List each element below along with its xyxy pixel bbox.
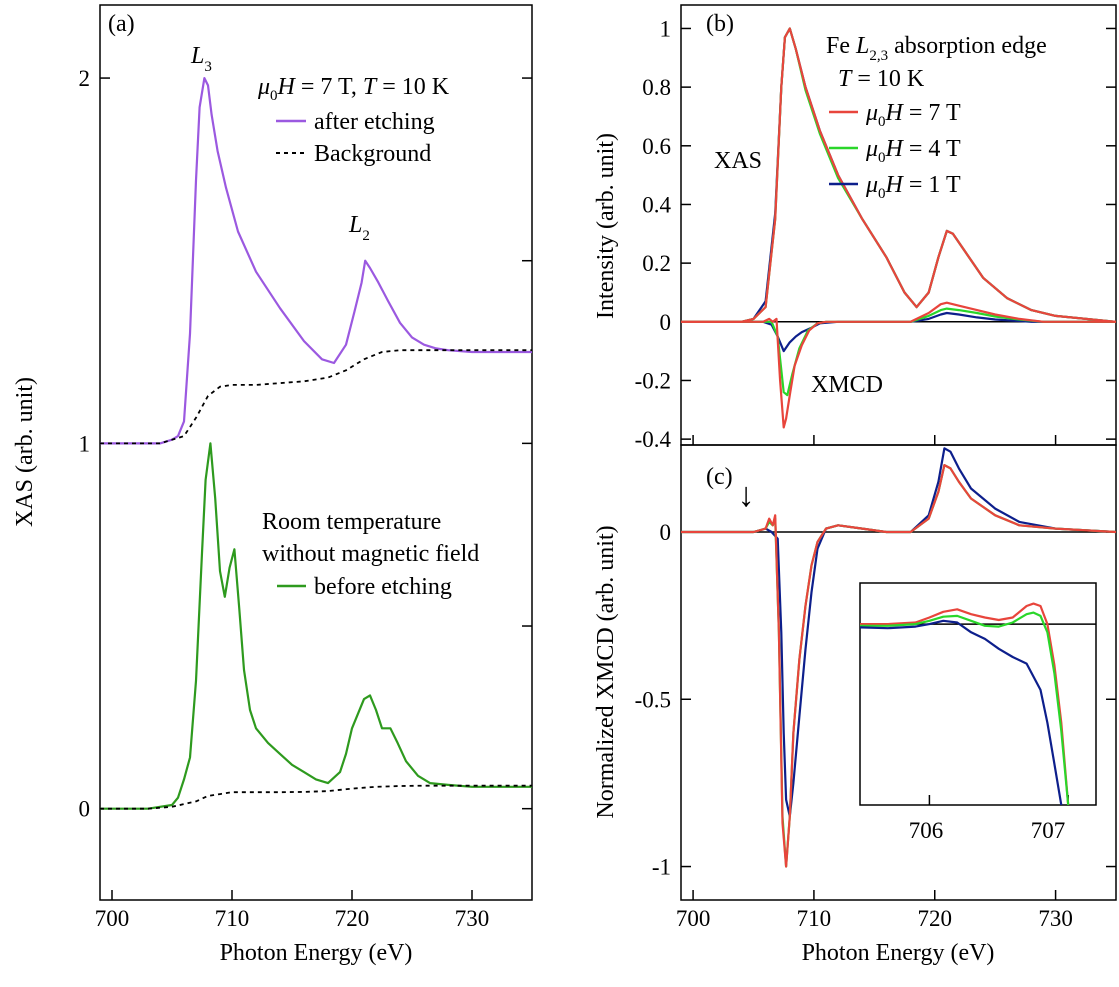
series-inset-7-t — [860, 602, 1070, 805]
legend-background-label: Background — [314, 141, 431, 167]
panel-c-series — [681, 447, 1117, 868]
panel-a-ylabel: XAS (arb. unit) — [12, 377, 38, 527]
ytick-label-0-8: 0.8 — [642, 75, 671, 100]
legend-1t-label: μ0H = 1 T — [865, 172, 961, 202]
l2-label: L2 — [348, 212, 370, 244]
xtick-label-700: 700 — [676, 906, 711, 931]
panel-b-ticks: -0.4 -0.2 0 0.2 0.4 0.6 0.8 1 — [635, 16, 1116, 452]
series-b-xmcd-7-t — [681, 301, 1116, 429]
ytick-label-0-2: 0.2 — [642, 251, 671, 276]
series-b-xmcd-1-t — [681, 311, 1116, 353]
ytick-label-1: -1 — [652, 855, 671, 880]
panel-a-ticks: 700 710 720 730 0 1 2 — [79, 66, 532, 931]
arrow-marker: ↓ — [738, 477, 755, 514]
panel-b-label: (b) — [706, 11, 734, 37]
legend-1t: μ0H = 1 T — [829, 172, 961, 202]
legend-before-etching-label: before etching — [314, 574, 452, 600]
panel-b: -0.4 -0.2 0 0.2 0.4 0.6 0.8 1 (b) Fe L2,3 absor… — [593, 4, 1117, 452]
panel-a-frame — [99, 4, 533, 901]
ytick-label-2: 2 — [79, 66, 91, 91]
ytick-label-0-2: -0.2 — [635, 368, 671, 393]
legend-7t: μ0H = 7 T — [829, 100, 961, 130]
inset-plot-area — [860, 602, 1096, 805]
xtick-label-720: 720 — [335, 906, 370, 931]
xtick-label-700: 700 — [95, 906, 130, 931]
series-inset-1-t — [860, 619, 1063, 805]
absorption-edge-label: Fe L2,3 absorption edge — [826, 33, 1047, 64]
xmcd-annotation: XMCD — [811, 372, 883, 398]
xas-annotation: XAS — [714, 148, 762, 174]
panel-c-frame — [680, 444, 1117, 901]
ytick-label-0: 0 — [660, 520, 672, 545]
series-a-2-before-etching — [100, 442, 532, 810]
panel-a-xlabel: Photon Energy (eV) — [220, 940, 413, 966]
xtick-label-730: 730 — [455, 906, 490, 931]
inset-series — [860, 602, 1096, 805]
series-a-1-background — [100, 349, 532, 445]
legend-4t: μ0H = 4 T — [829, 136, 961, 166]
ytick-label-0: 0 — [79, 797, 91, 822]
series-a-0-after-etching — [100, 76, 532, 445]
panel-a-label: (a) — [108, 11, 135, 37]
no-field-label: without magnetic field — [262, 541, 479, 567]
ytick-label-1: 1 — [79, 431, 91, 456]
legend-4t-label: μ0H = 4 T — [865, 136, 961, 166]
panel-a-series — [100, 76, 532, 810]
temperature-label: T = 10 K — [838, 66, 925, 92]
ytick-label-0: 0 — [660, 310, 672, 335]
series-c-7-t — [681, 464, 1117, 868]
xtick-label-720: 720 — [918, 906, 953, 931]
panel-c: 700 710 720 730 -1 -0.5 0 (c) ↓ 706 707 Photon… — [593, 444, 1117, 966]
xtick-label-710: 710 — [215, 906, 250, 931]
panel-c-ylabel: Normalized XMCD (arb. unit) — [593, 525, 619, 818]
series-b-xas-7-t — [681, 27, 1117, 323]
condition-label: μ0H = 7 T, T = 10 K — [257, 74, 450, 104]
room-temp-label: Room temperature — [262, 509, 441, 535]
series-inset-4-t — [860, 611, 1070, 805]
ytick-label-1: 1 — [660, 16, 672, 41]
panel-b-ylabel: Intensity (arb. unit) — [593, 133, 619, 319]
inset-xtick-707: 707 — [1031, 818, 1066, 843]
legend-after-etching-label: after etching — [314, 109, 435, 135]
ytick-label-0-4: -0.4 — [635, 427, 672, 452]
ytick-label-0-5: -0.5 — [635, 687, 671, 712]
ytick-label-0-6: 0.6 — [642, 134, 671, 159]
panel-a: 700 710 720 730 0 1 2 (a) L3 L2 μ0H = 7 T, T =… — [12, 4, 533, 966]
series-a-3-background — [100, 784, 532, 810]
panel-c-xlabel: Photon Energy (eV) — [802, 940, 995, 966]
legend-7t-label: μ0H = 7 T — [865, 100, 961, 130]
l3-label: L3 — [190, 43, 212, 75]
ytick-label-0-4: 0.4 — [642, 192, 671, 217]
panel-c-ticks: 700 710 720 730 -1 -0.5 0 — [635, 520, 1116, 931]
panel-b-series — [681, 27, 1117, 429]
xtick-label-730: 730 — [1038, 906, 1073, 931]
inset-xtick-706: 706 — [909, 818, 944, 843]
xtick-label-710: 710 — [797, 906, 832, 931]
panel-c-label: (c) — [706, 464, 733, 490]
